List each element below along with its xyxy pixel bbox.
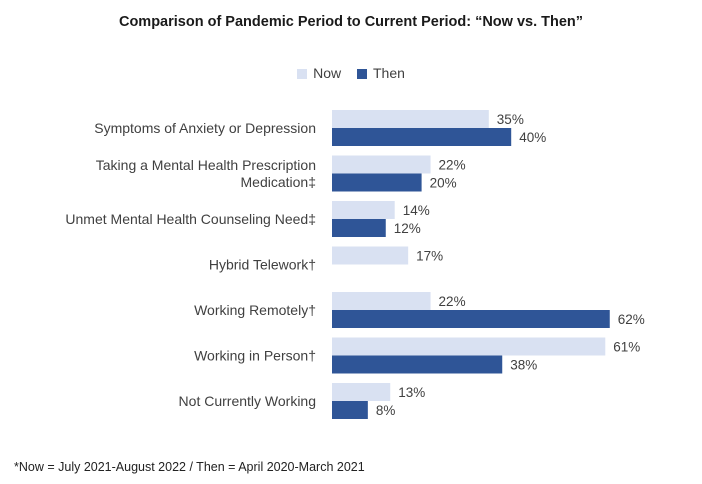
- data-label-now-unmet-mental-health-counseling-need: 14%: [403, 203, 430, 218]
- chart-footnote: *Now = July 2021-August 2022 / Then = Ap…: [14, 460, 365, 474]
- bar-then-taking-a-mental-health-prescription-medication: [332, 173, 422, 192]
- bar-then-symptoms-of-anxiety-or-depression: [332, 128, 512, 146]
- data-label-now-symptoms-of-anxiety-or-depression: 35%: [497, 112, 524, 127]
- bar-now-symptoms-of-anxiety-or-depression: [332, 110, 489, 128]
- legend-item-then: Then: [356, 65, 405, 82]
- legend-label-then: Then: [372, 65, 405, 82]
- data-label-now-working-remotely: 22%: [439, 294, 466, 309]
- legend-label-now: Now: [313, 65, 342, 82]
- bar-then-working-in-person: [332, 355, 503, 374]
- bar-then-not-currently-working: [332, 401, 368, 419]
- data-label-now-taking-a-mental-health-prescription-medication: 22%: [439, 158, 466, 173]
- bar-then-working-remotely: [332, 310, 610, 328]
- legend-item-now: Now: [297, 65, 341, 81]
- category-label-working-remotely: Working Remotely†: [194, 302, 316, 318]
- category-label-not-currently-working: Not Currently Working: [179, 393, 316, 409]
- legend-swatch-then: [356, 69, 367, 80]
- chart-title: Comparison of Pandemic Period to Current…: [118, 14, 584, 30]
- data-label-then-taking-a-mental-health-prescription-medication: 20%: [430, 176, 457, 191]
- bar-now-hybrid-telework: [332, 246, 409, 265]
- data-label-now-hybrid-telework: 17%: [416, 249, 443, 264]
- bar-now-taking-a-mental-health-prescription-medication: [332, 155, 431, 174]
- category-label-symptoms-of-anxiety-or-depression: Symptoms of Anxiety or Depression: [94, 120, 316, 136]
- legend-swatch-now: [297, 69, 308, 80]
- category-label-hybrid-telework: Hybrid Telework†: [209, 257, 316, 273]
- category-label-taking-a-mental-health-prescription-medication-line-1: Taking a Mental Health Prescription: [96, 157, 316, 173]
- data-label-then-symptoms-of-anxiety-or-depression: 40%: [519, 130, 546, 145]
- chart-legend: Now Then: [0, 64, 702, 81]
- bar-now-not-currently-working: [332, 383, 391, 401]
- bar-now-working-remotely: [332, 292, 431, 310]
- bar-now-working-in-person: [332, 337, 606, 356]
- data-label-now-not-currently-working: 13%: [398, 385, 425, 400]
- category-label-working-in-person: Working in Person†: [194, 348, 316, 364]
- category-label-taking-a-mental-health-prescription-medication-line-2: Medication‡: [241, 174, 317, 190]
- data-label-then-unmet-mental-health-counseling-need: 12%: [394, 221, 421, 236]
- data-label-then-working-in-person: 38%: [510, 358, 537, 373]
- bar-then-unmet-mental-health-counseling-need: [332, 219, 386, 237]
- category-label-unmet-mental-health-counseling-need: Unmet Mental Health Counseling Need‡: [65, 211, 316, 227]
- data-label-then-not-currently-working: 8%: [376, 403, 396, 418]
- bar-now-unmet-mental-health-counseling-need: [332, 201, 395, 219]
- data-label-now-working-in-person: 61%: [613, 340, 640, 355]
- data-label-then-working-remotely: 62%: [618, 312, 645, 327]
